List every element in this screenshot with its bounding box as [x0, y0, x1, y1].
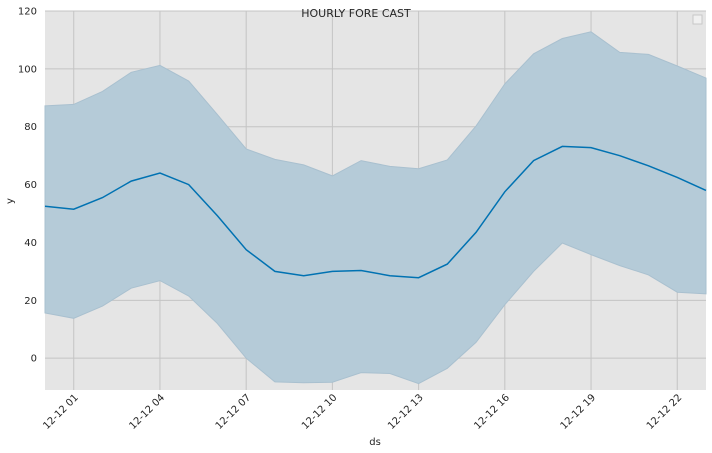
- y-tick-label: 20: [24, 296, 37, 307]
- y-axis-ticks: 0 20 40 60 80 100 120: [18, 7, 37, 365]
- y-tick-label: 120: [18, 7, 37, 18]
- y-axis-label: y: [5, 198, 16, 204]
- x-tick-label: 12-12 10: [300, 392, 340, 432]
- x-tick-label: 12-12 16: [472, 392, 512, 432]
- x-axis-ticks: 12-12 01 12-12 04 12-12 07 12-12 10 12-12 13…: [41, 392, 684, 432]
- x-tick-label: 12-12 07: [214, 392, 254, 432]
- forecast-line: [44, 145, 707, 279]
- y-tick-label: 0: [31, 354, 37, 365]
- x-tick-label: 12-12 01: [41, 392, 81, 432]
- x-tick-label: 12-12 04: [128, 392, 168, 432]
- y-tick-label: 80: [24, 122, 37, 133]
- x-tick-label: 12-12 22: [645, 392, 685, 432]
- chart-title: HOURLY FORE CAST: [301, 7, 411, 20]
- x-tick-label: 12-12 19: [559, 392, 599, 432]
- y-tick-label: 100: [18, 64, 37, 75]
- x-tick-label: 12-12 13: [386, 392, 426, 432]
- x-axis-label: ds: [369, 437, 381, 448]
- y-tick-label: 60: [24, 180, 37, 191]
- legend-box: [692, 14, 703, 25]
- uncertainty-band: [44, 31, 707, 385]
- y-tick-label: 40: [24, 238, 37, 249]
